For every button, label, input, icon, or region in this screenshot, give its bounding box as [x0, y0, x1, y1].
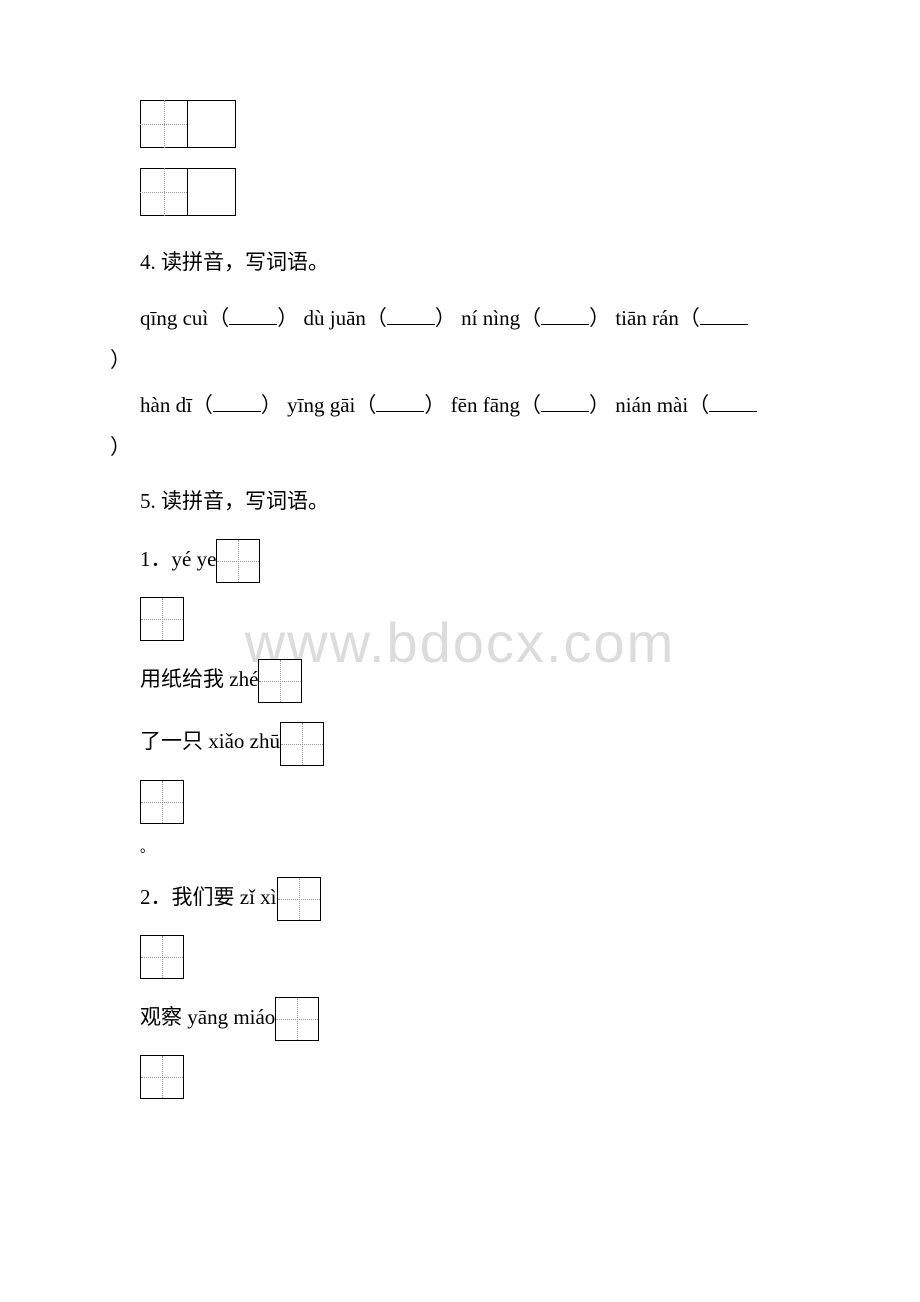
fill-blank[interactable]: [541, 304, 589, 325]
tianzi-standalone: [140, 1055, 810, 1099]
sentence-text: 用纸给我 zhé: [140, 667, 258, 691]
tianzi-pair-box: [140, 168, 236, 216]
pinyin-text: ） ní nìng（: [435, 306, 541, 330]
q5-item2-part2: 观察 yāng miáo: [140, 993, 810, 1041]
fill-blank[interactable]: [229, 304, 277, 325]
tianzi-pair-box: [140, 100, 236, 148]
fill-blank[interactable]: [376, 391, 424, 412]
tianzi-standalone: [140, 597, 810, 641]
tianzi-box[interactable]: [258, 659, 302, 703]
sentence-text: 观察 yāng miáo: [140, 1005, 275, 1029]
q4-line2: hàn dī（ ） yīng gāi（ ） fēn fāng（ ） nián mài（: [140, 384, 810, 426]
fill-blank[interactable]: [213, 391, 261, 412]
q5-item1-part2: 用纸给我 zhé: [140, 655, 810, 703]
tianzi-pair-row: [140, 100, 810, 158]
sentence-text: 1．yé ye: [140, 547, 216, 571]
q5-item1-part3: 了一只 xiǎo zhū: [140, 717, 810, 765]
tianzi-box[interactable]: [216, 539, 260, 583]
tianzi-box[interactable]: [140, 935, 184, 979]
tianzi-box[interactable]: [277, 877, 321, 921]
sentence-period: 。: [140, 838, 810, 859]
tianzi-box[interactable]: [140, 780, 184, 824]
pinyin-text: ） tiān rán（: [589, 306, 700, 330]
fill-blank[interactable]: [387, 304, 435, 325]
pinyin-text: ） yīng gāi（: [261, 393, 377, 417]
tianzi-pair-row: [140, 168, 810, 226]
sentence-text: 了一只 xiǎo zhū: [140, 729, 280, 753]
pinyin-text: ） fēn fāng（: [424, 393, 541, 417]
q4-line1: qīng cuì（ ） dù juān（ ） ní nìng（ ） tiān rán（: [140, 297, 810, 339]
pinyin-text: hàn dī（: [140, 393, 213, 417]
tianzi-box[interactable]: [275, 997, 319, 1041]
q4-heading: 4. 读拼音，写词语。: [140, 247, 810, 279]
pinyin-text: ） dù juān（: [277, 306, 387, 330]
tianzi-box[interactable]: [280, 722, 324, 766]
pinyin-text: qīng cuì（: [140, 306, 229, 330]
tianzi-box[interactable]: [140, 1055, 184, 1099]
q5-item2-part1: 2．我们要 zǐ xì: [140, 873, 810, 921]
tianzi-standalone: [140, 935, 810, 979]
pinyin-text: ） nián mài（: [589, 393, 709, 417]
fill-blank[interactable]: [709, 391, 757, 412]
tianzi-box[interactable]: [140, 597, 184, 641]
sentence-text: 2．我们要 zǐ xì: [140, 885, 277, 909]
close-paren: ）: [110, 345, 810, 377]
fill-blank[interactable]: [541, 391, 589, 412]
q5-heading: 5. 读拼音，写词语。: [140, 486, 810, 518]
tianzi-standalone: [140, 780, 810, 824]
close-paren: ）: [110, 432, 810, 464]
page-content: 4. 读拼音，写词语。 qīng cuì（ ） dù juān（ ） ní nìng…: [0, 0, 920, 1173]
q5-item1-part1: 1．yé ye: [140, 535, 810, 583]
fill-blank[interactable]: [700, 304, 748, 325]
